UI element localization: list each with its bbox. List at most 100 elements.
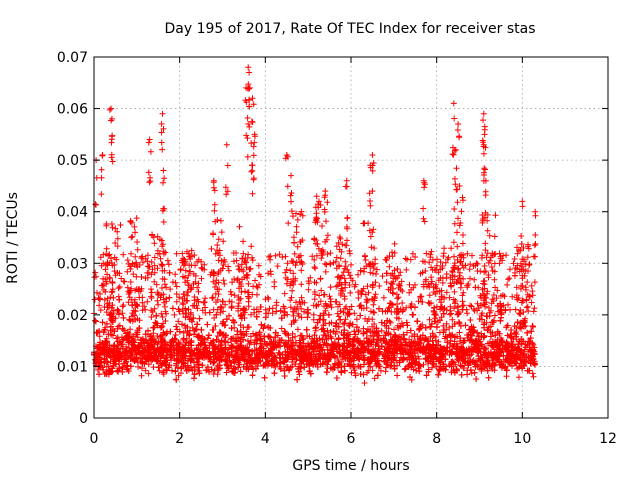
- data-point: [497, 317, 504, 324]
- data-point: [471, 369, 478, 376]
- data-point: [114, 306, 121, 313]
- data-point: [416, 326, 423, 333]
- data-point: [175, 372, 182, 379]
- data-point: [467, 317, 474, 323]
- data-point: [96, 333, 103, 340]
- data-point: [530, 373, 537, 380]
- data-point: [357, 302, 364, 309]
- data-point: [169, 305, 176, 312]
- data-point: [361, 380, 368, 386]
- data-point: [114, 325, 121, 332]
- data-point: [191, 375, 197, 382]
- data-point: [103, 363, 110, 370]
- data-point: [166, 294, 173, 301]
- data-point: [440, 322, 447, 329]
- data-point: [179, 321, 185, 328]
- data-point: [245, 337, 251, 344]
- data-point: [365, 367, 372, 374]
- data-point: [377, 367, 384, 374]
- data-point: [118, 334, 125, 341]
- data-point: [443, 326, 450, 333]
- data-point: [378, 343, 385, 350]
- data-point: [378, 319, 385, 326]
- data-point: [120, 314, 127, 321]
- data-point: [391, 326, 397, 333]
- data-point: [529, 370, 536, 377]
- data-point: [249, 372, 256, 379]
- data-point: [271, 370, 278, 377]
- data-point: [261, 374, 268, 381]
- data-point: [357, 312, 364, 319]
- data-point: [474, 300, 481, 307]
- data-point: [301, 308, 307, 315]
- data-point: [169, 367, 175, 374]
- chart-title: Day 195 of 2017, Rate Of TEC Index for r…: [164, 21, 535, 37]
- data-point: [158, 324, 165, 331]
- data-point: [171, 311, 178, 318]
- data-point: [485, 374, 492, 381]
- data-point: [278, 325, 285, 332]
- data-point: [404, 329, 410, 336]
- data-point: [266, 340, 273, 347]
- data-point: [435, 338, 442, 345]
- data-point: [403, 319, 410, 326]
- data-point: [323, 369, 330, 376]
- data-point: [333, 375, 340, 381]
- data-point: [429, 364, 435, 371]
- data-point: [172, 332, 179, 338]
- data-point: [282, 330, 289, 337]
- data-point: [214, 371, 221, 378]
- data-point: [473, 376, 480, 382]
- data-point: [462, 322, 469, 329]
- data-point: [337, 316, 344, 323]
- data-point: [353, 316, 360, 323]
- data-point: [325, 311, 332, 318]
- data-point: [205, 332, 212, 339]
- data-point: [196, 315, 203, 322]
- data-point: [278, 315, 285, 322]
- data-point: [529, 323, 536, 329]
- data-point: [383, 364, 389, 371]
- data-point: [288, 321, 295, 328]
- data-point: [175, 318, 182, 325]
- data-point: [138, 372, 145, 379]
- data-point: [292, 317, 299, 324]
- data-point: [523, 304, 530, 311]
- data-point: [156, 367, 163, 374]
- data-point: [416, 368, 423, 375]
- data-point: [498, 348, 505, 355]
- data-point: [251, 341, 258, 348]
- data-point: [145, 370, 152, 377]
- data-point: [226, 298, 233, 305]
- data-point: [410, 311, 417, 318]
- data-point: [145, 361, 152, 368]
- data-point: [464, 371, 471, 378]
- data-point: [429, 330, 436, 337]
- data-point: [347, 289, 354, 296]
- data-point: [394, 372, 401, 379]
- data-point: [387, 319, 394, 326]
- data-point: [404, 322, 411, 329]
- data-point: [116, 322, 123, 329]
- data-point: [515, 374, 522, 381]
- data-point: [113, 335, 120, 342]
- data-point: [414, 318, 421, 325]
- data-point: [486, 324, 492, 331]
- data-point: [335, 336, 342, 343]
- data-point: [503, 373, 510, 380]
- data-point: [458, 371, 465, 378]
- data-point: [148, 314, 155, 320]
- data-point: [142, 367, 149, 374]
- data-point: [371, 375, 378, 382]
- data-point: [341, 327, 348, 334]
- data-point: [194, 321, 201, 328]
- data-points: [91, 64, 539, 386]
- data-point: [387, 363, 394, 370]
- data-point: [443, 320, 450, 327]
- data-point: [92, 317, 99, 324]
- data-point: [317, 298, 324, 305]
- data-point: [375, 336, 381, 342]
- data-point: [422, 324, 429, 331]
- data-point: [96, 371, 103, 378]
